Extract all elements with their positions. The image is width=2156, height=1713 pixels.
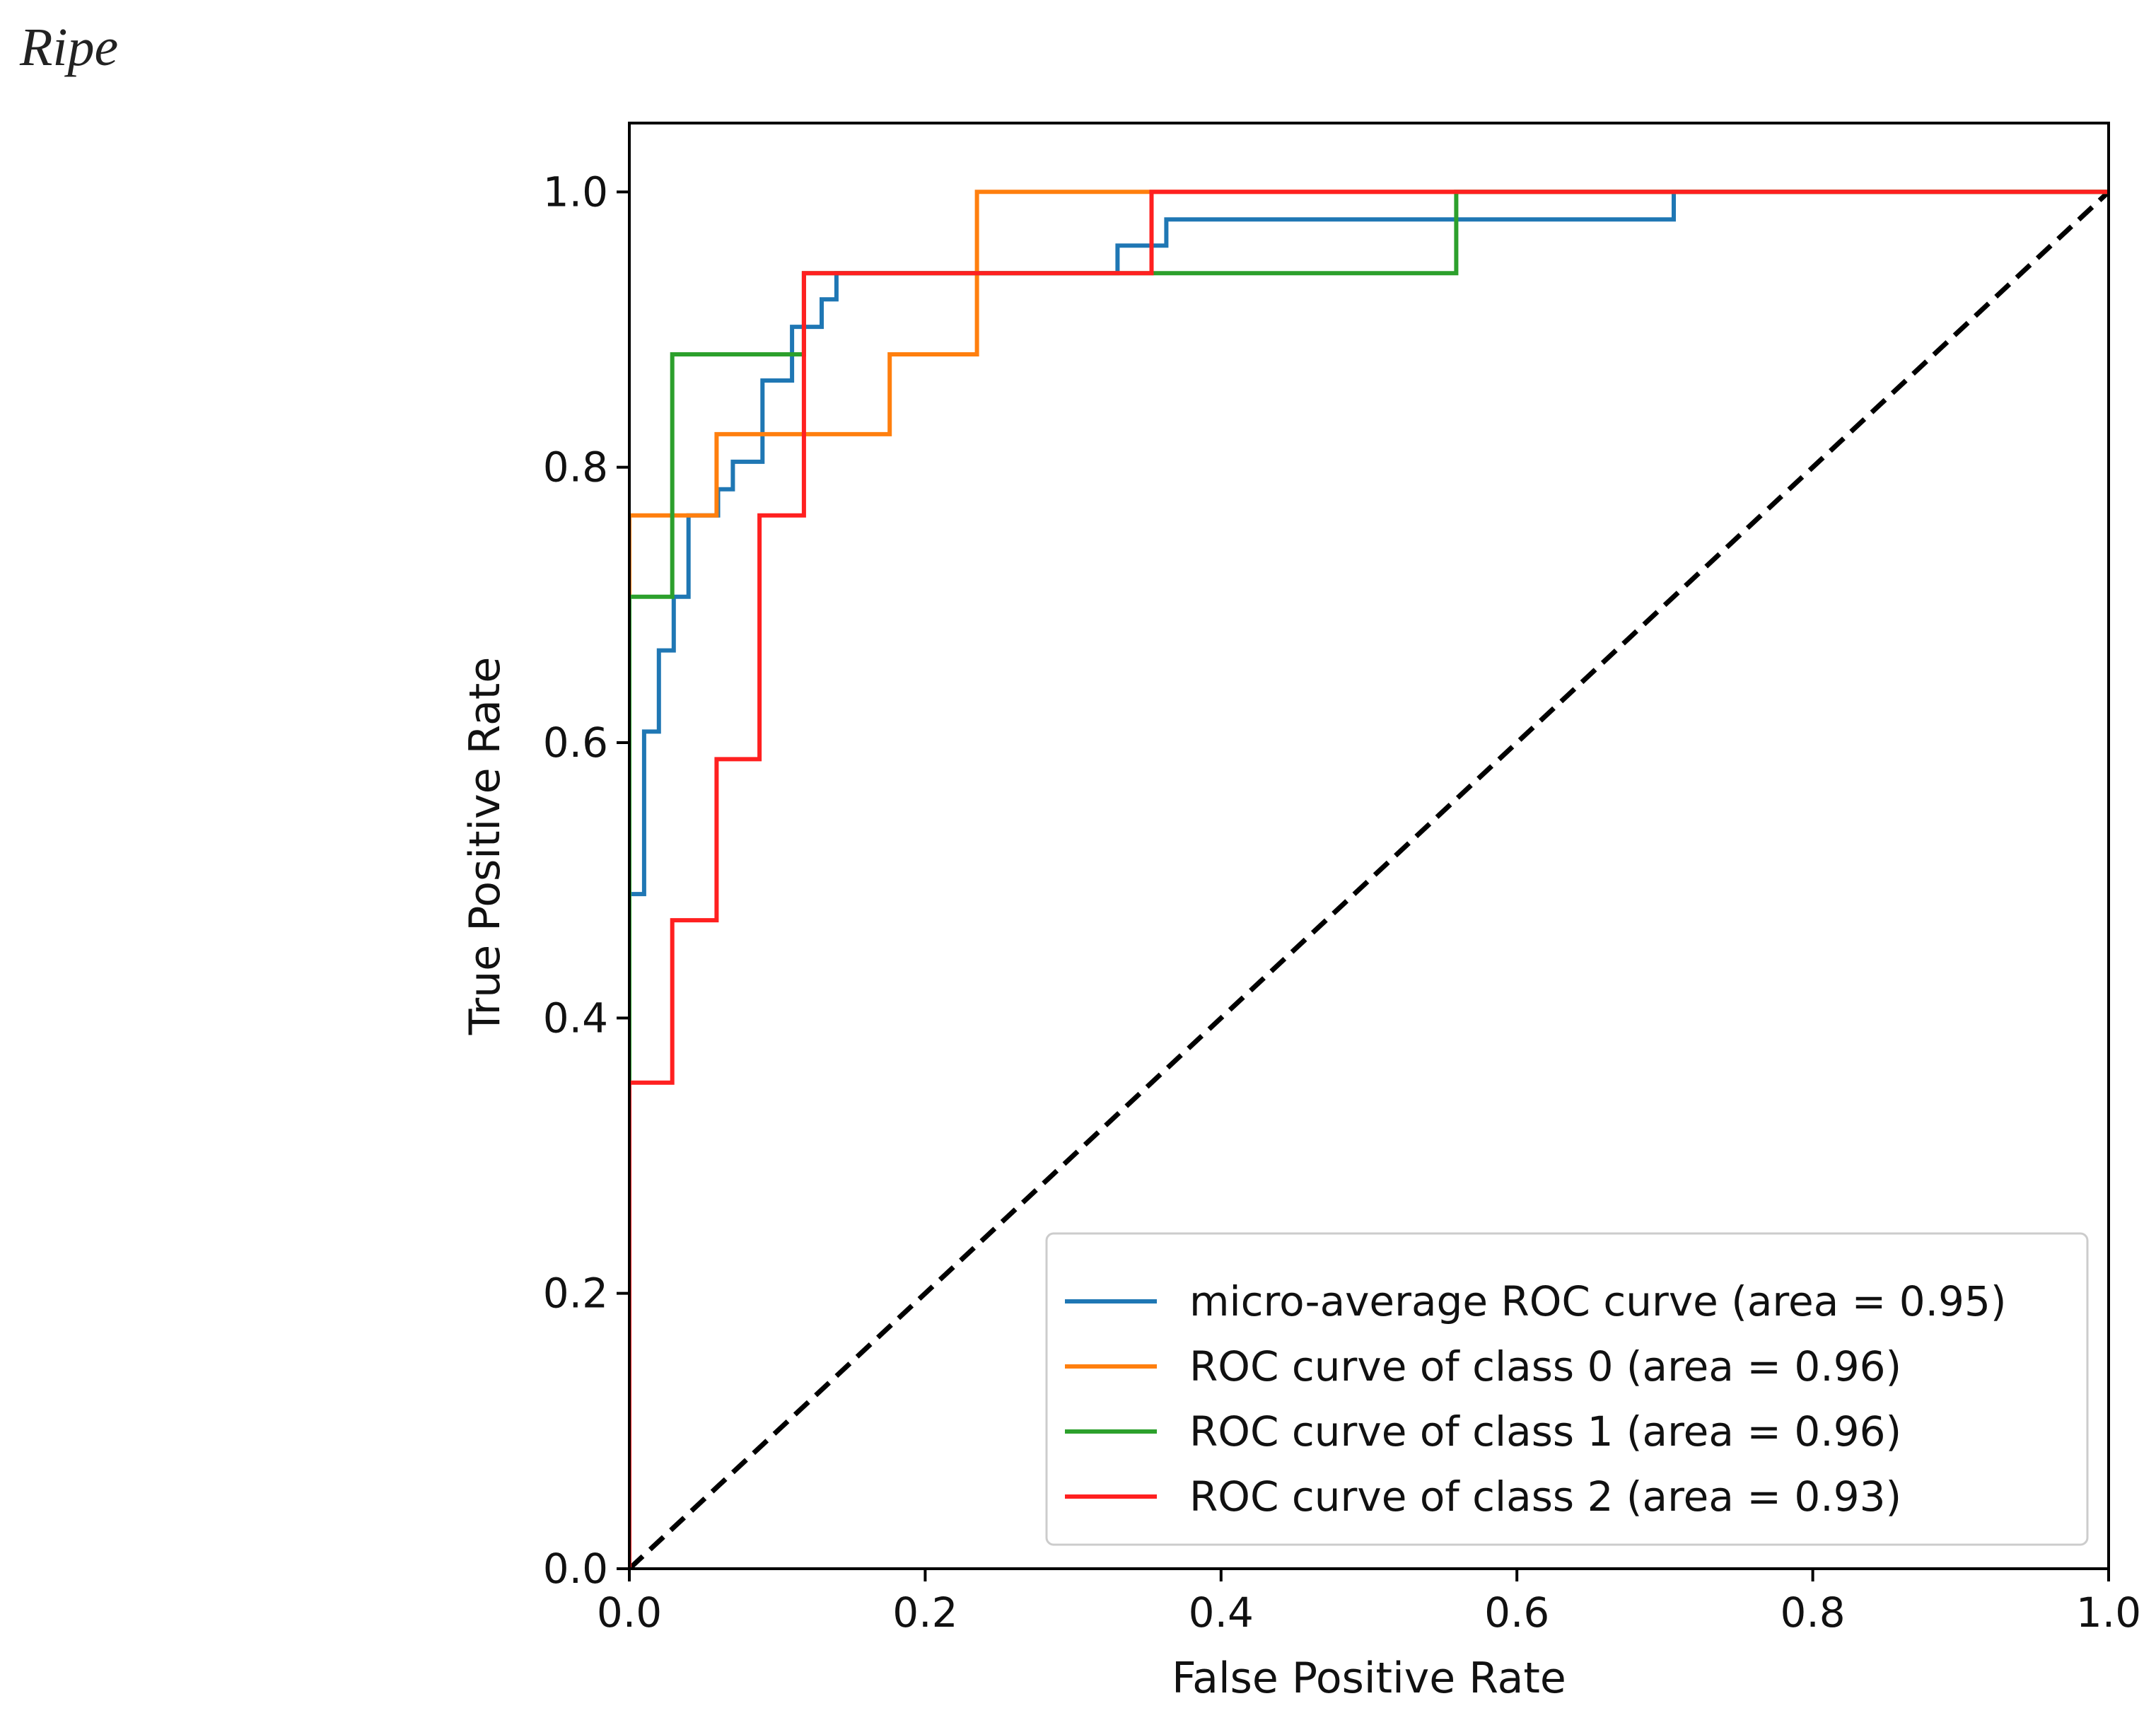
axes-frame	[628, 122, 2110, 1570]
roc-series-line-3	[629, 190, 2109, 1569]
x-tick-label: 0.0	[597, 1589, 662, 1637]
x-axis-ticks: 0.0 0.2 0.4 0.6 0.8 1.0	[597, 1569, 2141, 1637]
panel-title: Ripe	[19, 18, 118, 77]
legend-label: ROC curve of class 0 (area = 0.96)	[1189, 1342, 1901, 1390]
legend: micro-average ROC curve (area = 0.95) ROC…	[1045, 1232, 2089, 1546]
curves	[629, 190, 2109, 1569]
x-tick-label: 0.4	[1189, 1589, 1254, 1637]
chance-diagonal-line	[629, 190, 2109, 1569]
legend-label: ROC curve of class 2 (area = 0.93)	[1189, 1473, 1901, 1521]
y-tick-label: 1.0	[543, 168, 608, 216]
legend-box	[1045, 1232, 2089, 1546]
y-tick-label: 0.8	[543, 443, 608, 492]
legend-label: micro-average ROC curve (area = 0.95)	[1189, 1277, 2006, 1325]
x-axis-label: False Positive Rate	[1172, 1654, 1566, 1703]
x-tick-label: 0.8	[1780, 1589, 1845, 1637]
y-axis-label: True Positive Rate	[460, 657, 510, 1035]
y-tick-label: 0.6	[543, 719, 608, 767]
y-tick-label: 0.0	[543, 1545, 608, 1593]
y-axis-ticks: 0.0 0.2 0.4 0.6 0.8 1.0	[543, 168, 629, 1593]
roc-series-line-1	[629, 190, 2109, 1569]
legend-label: ROC curve of class 1 (area = 0.96)	[1189, 1407, 1901, 1456]
y-tick-label: 0.4	[543, 994, 608, 1042]
x-tick-label: 0.6	[1484, 1589, 1549, 1637]
roc-series-line-0	[629, 190, 2109, 1569]
y-tick-label: 0.2	[543, 1270, 608, 1318]
plot-area: 0.0 0.2 0.4 0.6 0.8 1.0 0.0 0.2 0.4 0.6 0.8 1.0	[543, 122, 2141, 1637]
x-tick-label: 0.2	[892, 1589, 957, 1637]
x-tick-label: 1.0	[2076, 1589, 2141, 1637]
